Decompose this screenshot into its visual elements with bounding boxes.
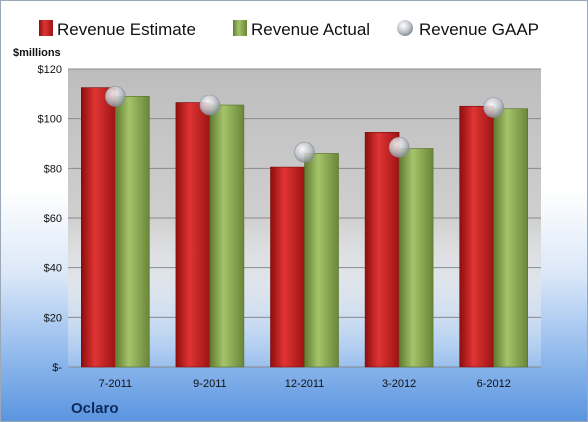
x-tick-label: 6-2012 — [477, 378, 511, 390]
legend-label-estimate: Revenue Estimate — [57, 20, 196, 39]
marker-revenue-gaap — [388, 136, 410, 158]
bar-revenue-estimate — [459, 105, 495, 368]
legend-swatch-actual — [233, 20, 247, 36]
x-axis-ticks: 7-2011 9-2011 12-2011 3-2012 6-2012 — [99, 378, 511, 390]
bar-revenue-actual — [209, 104, 245, 368]
y-tick-label: $120 — [38, 64, 62, 76]
legend: Revenue Estimate Revenue Actual Revenue … — [39, 20, 539, 39]
company-name: Oclaro — [71, 400, 119, 417]
y-unit-label: $millions — [13, 47, 61, 59]
x-tick-label: 12-2011 — [285, 378, 325, 390]
marker-revenue-gaap — [294, 141, 315, 163]
y-tick-label: $40 — [44, 263, 62, 275]
legend-swatch-estimate — [39, 20, 53, 36]
legend-label-gaap: Revenue GAAP — [419, 20, 539, 39]
y-axis-ticks: $- $20 $40 $60 $80 $100 $120 — [38, 64, 63, 374]
legend-swatch-gaap — [397, 20, 413, 36]
y-tick-label: $100 — [38, 114, 62, 126]
y-tick-label: $60 — [44, 213, 62, 225]
gaap-markers — [105, 86, 505, 163]
bar-revenue-estimate — [81, 87, 116, 368]
bar-revenue-estimate — [270, 166, 305, 368]
y-tick-label: $80 — [44, 163, 62, 175]
bar-revenue-actual — [304, 153, 339, 368]
marker-revenue-gaap — [483, 97, 505, 118]
bar-revenue-estimate — [364, 132, 400, 368]
y-tick-label: $- — [52, 362, 62, 374]
y-tick-label: $20 — [44, 312, 62, 324]
marker-revenue-gaap — [199, 94, 221, 116]
marker-revenue-gaap — [105, 86, 126, 107]
bar-revenue-actual — [115, 96, 150, 368]
x-tick-label: 3-2012 — [382, 378, 416, 390]
bar-revenue-actual — [493, 108, 529, 368]
bar-revenue-actual — [398, 148, 434, 368]
legend-label-actual: Revenue Actual — [251, 20, 370, 39]
bar-revenue-estimate — [175, 102, 211, 368]
x-tick-label: 7-2011 — [99, 378, 132, 390]
x-tick-label: 9-2011 — [193, 378, 226, 390]
bars — [81, 87, 529, 368]
